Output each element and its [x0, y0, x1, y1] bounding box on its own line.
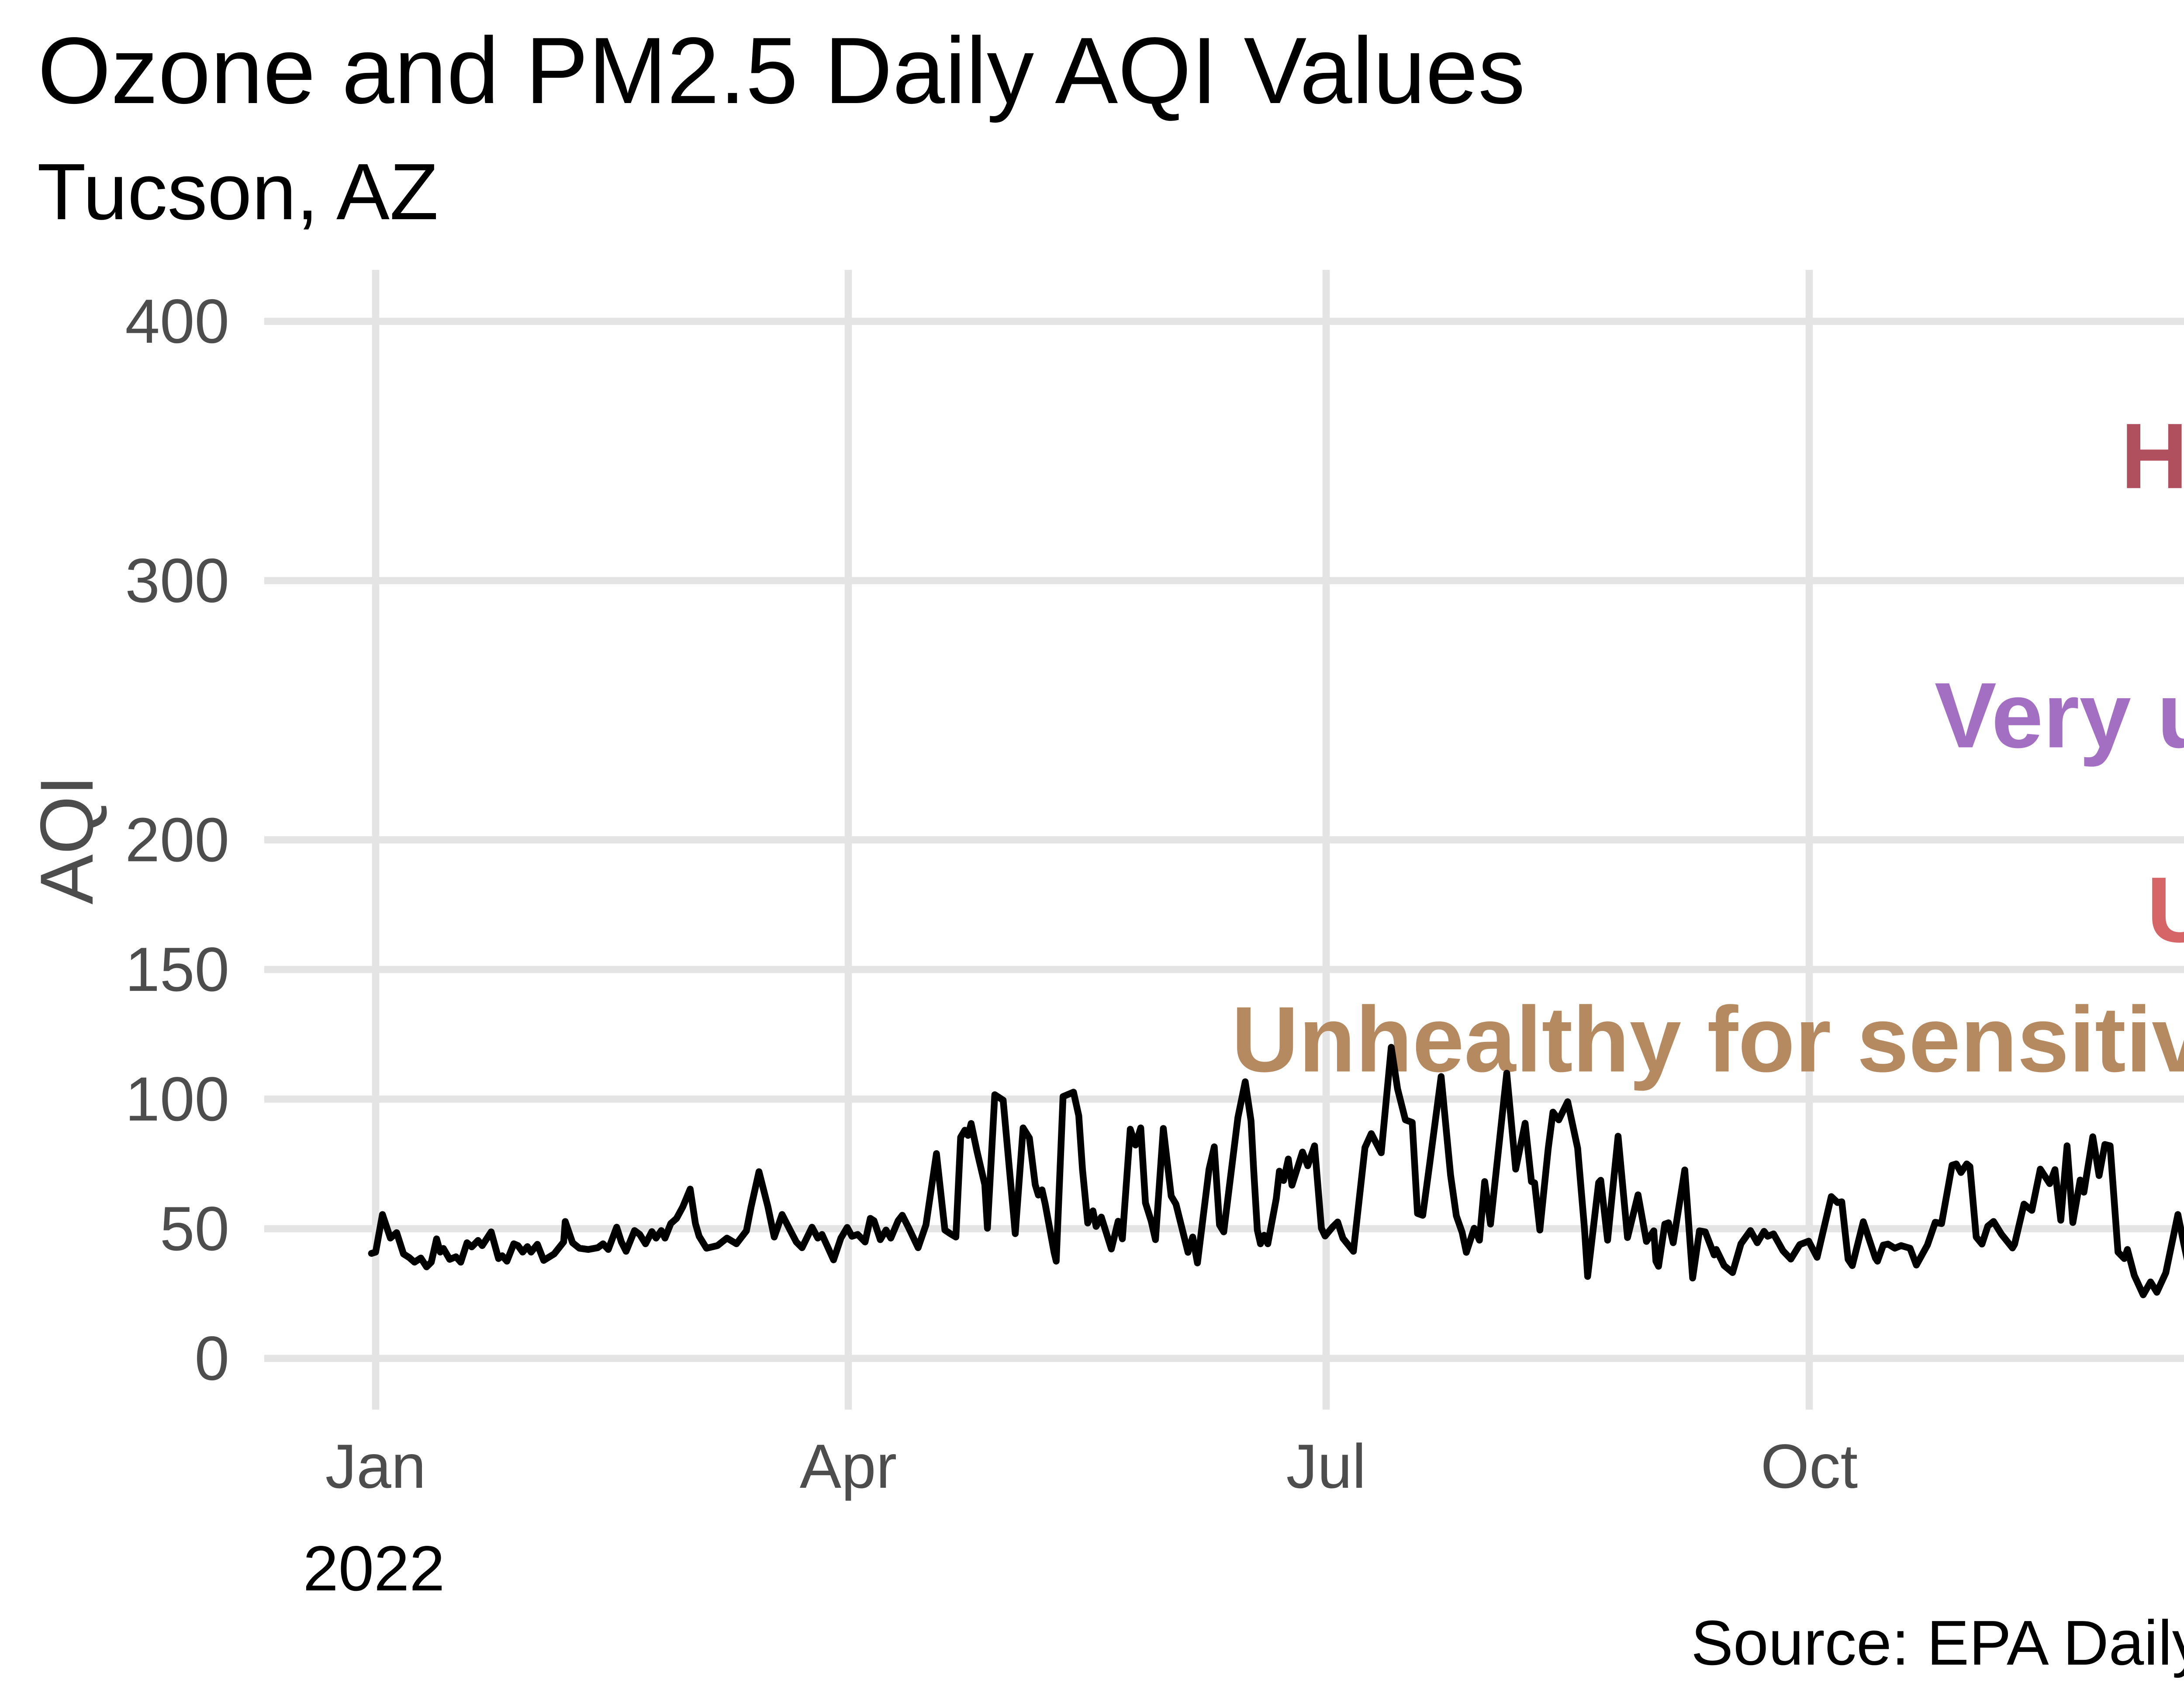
- svg-text:400: 400: [125, 287, 229, 356]
- svg-text:Jan: Jan: [325, 1432, 426, 1501]
- svg-text:Unhealthy: Unhealthy: [2146, 858, 2184, 962]
- svg-text:Source: EPA Daily Air Quality: Source: EPA Daily Air Quality Tracker: [1691, 1607, 2184, 1678]
- svg-text:Ozone and PM2.5 Daily AQI Valu: Ozone and PM2.5 Daily AQI Values: [38, 17, 1525, 123]
- svg-text:AQI: AQI: [25, 775, 109, 904]
- svg-text:100: 100: [125, 1065, 229, 1134]
- svg-text:150: 150: [125, 935, 229, 1004]
- svg-text:0: 0: [194, 1324, 229, 1393]
- svg-text:300: 300: [125, 546, 229, 616]
- svg-text:Unhealthy for sensitive groups: Unhealthy for sensitive groups: [1231, 988, 2184, 1092]
- svg-text:50: 50: [160, 1194, 229, 1264]
- svg-text:Tucson, AZ: Tucson, AZ: [37, 147, 439, 236]
- svg-text:Hazardous: Hazardous: [2121, 404, 2184, 508]
- svg-text:2022: 2022: [303, 1533, 445, 1604]
- svg-text:Oct: Oct: [1761, 1432, 1858, 1501]
- svg-text:200: 200: [125, 805, 229, 875]
- svg-text:Very unhealthy: Very unhealthy: [1935, 663, 2184, 767]
- svg-text:Moderate: Moderate: [2183, 1117, 2184, 1221]
- svg-text:Apr: Apr: [800, 1432, 897, 1501]
- svg-text:Jul: Jul: [1286, 1432, 1366, 1501]
